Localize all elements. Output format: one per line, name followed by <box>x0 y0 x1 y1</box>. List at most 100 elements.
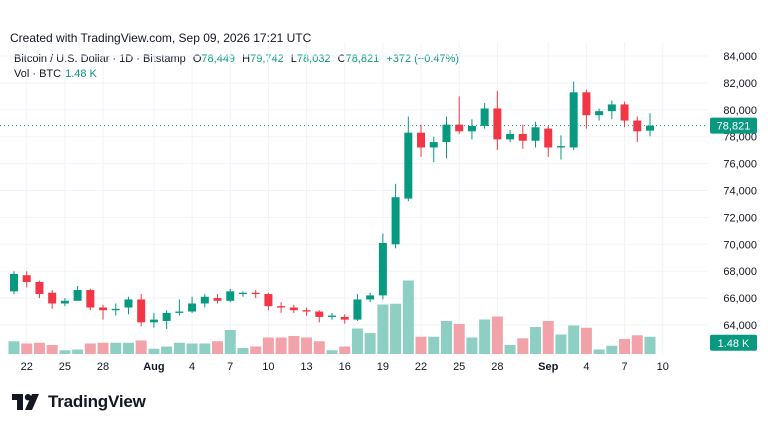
price-tick-label: 82,000 <box>723 78 757 90</box>
volume-bar <box>135 340 147 354</box>
candle <box>556 135 565 160</box>
time-tick-label: 10 <box>657 361 669 373</box>
candle <box>48 290 57 309</box>
time-tick-label: 28 <box>491 361 503 373</box>
candle <box>544 125 553 157</box>
candle <box>124 296 133 315</box>
candle-body <box>569 92 578 148</box>
volume-bar <box>339 346 351 354</box>
candle <box>86 288 95 311</box>
volume-bar <box>212 341 224 354</box>
volume-bar <box>326 350 338 354</box>
last-volume-badge <box>710 334 757 351</box>
candle-body <box>35 281 44 295</box>
tradingview-logo[interactable]: TradingView <box>12 392 146 412</box>
candle-body <box>595 111 604 116</box>
candle-body <box>582 92 591 116</box>
candle <box>213 294 222 304</box>
candle <box>417 124 426 157</box>
candle-body <box>99 307 108 311</box>
volume-bar <box>466 337 478 354</box>
grid-lines <box>0 42 708 354</box>
candle-body <box>238 292 247 295</box>
volume-bar <box>199 343 211 354</box>
candle-body <box>73 290 82 301</box>
volume-bar <box>390 303 402 354</box>
volume-bar <box>555 334 567 354</box>
volume-bars <box>8 280 656 354</box>
candle-body <box>646 125 654 131</box>
candle <box>302 307 311 316</box>
volume-bar <box>631 335 643 354</box>
volume-bar <box>122 342 134 354</box>
volume-bar <box>237 348 249 354</box>
volume-bar <box>8 341 20 354</box>
candle <box>328 312 336 320</box>
volume-bar <box>351 328 363 354</box>
candle-body <box>302 310 311 312</box>
volume-bar <box>479 319 491 354</box>
time-tick-label: 28 <box>97 361 109 373</box>
volume-bar <box>173 342 185 354</box>
price-candles <box>10 81 654 330</box>
candle <box>149 312 158 328</box>
time-tick-label: 4 <box>583 361 589 373</box>
candle-body <box>531 127 540 141</box>
candle <box>442 116 451 159</box>
candle <box>455 96 464 135</box>
volume-bar <box>186 343 198 354</box>
volume-bar <box>313 341 325 354</box>
candle-body <box>137 299 146 323</box>
candle-body <box>277 306 286 308</box>
volume-bar <box>72 349 84 354</box>
candle <box>315 310 324 323</box>
candle <box>518 124 527 149</box>
price-tick-label: 76,000 <box>723 159 757 171</box>
candle <box>595 108 604 121</box>
time-tick-label: 4 <box>189 361 195 373</box>
candle-body <box>429 142 438 148</box>
candle-body <box>340 316 349 320</box>
volume-bar <box>364 333 376 354</box>
time-tick-label: 10 <box>262 361 274 373</box>
candle <box>137 294 146 327</box>
candle-body <box>60 300 69 304</box>
candle-body <box>620 104 629 121</box>
time-tick-label: 7 <box>227 361 233 373</box>
volume-bar <box>402 280 414 354</box>
candle <box>99 304 108 320</box>
candle-body <box>366 295 375 300</box>
candle-body <box>213 298 222 301</box>
volume-bar <box>619 339 631 354</box>
volume-bar <box>97 342 109 354</box>
price-tick-label: 78,000 <box>723 132 757 144</box>
candle <box>238 291 247 297</box>
volume-bar <box>250 346 262 354</box>
time-tick-label: 19 <box>377 361 389 373</box>
time-tick-label: 13 <box>300 361 312 373</box>
price-tick-label: 84,000 <box>723 51 757 63</box>
price-tick-label: 64,000 <box>723 320 757 332</box>
candle-body <box>188 303 197 312</box>
price-tick-label: 66,000 <box>723 293 757 305</box>
candle <box>35 280 44 299</box>
candle-body <box>124 299 133 308</box>
volume-bar <box>33 342 45 354</box>
volume-legend: Vol · BTC 1.48 K <box>14 68 97 80</box>
candle-body <box>162 312 171 321</box>
candle <box>60 298 69 307</box>
volume-bar <box>504 345 516 354</box>
created-with-text: Created with TradingView.com, Sep 09, 20… <box>10 31 312 45</box>
volume-bar <box>301 337 313 354</box>
volume-bar <box>21 343 33 354</box>
price-tick-label: 80,000 <box>723 105 757 117</box>
candle <box>10 271 18 295</box>
tradingview-logo-icon <box>12 394 39 410</box>
candle <box>226 288 235 303</box>
volume-bar <box>517 338 529 354</box>
candle <box>289 304 298 313</box>
candle-body <box>353 299 362 320</box>
open-label: O <box>192 53 202 65</box>
close-label: C <box>337 53 346 65</box>
